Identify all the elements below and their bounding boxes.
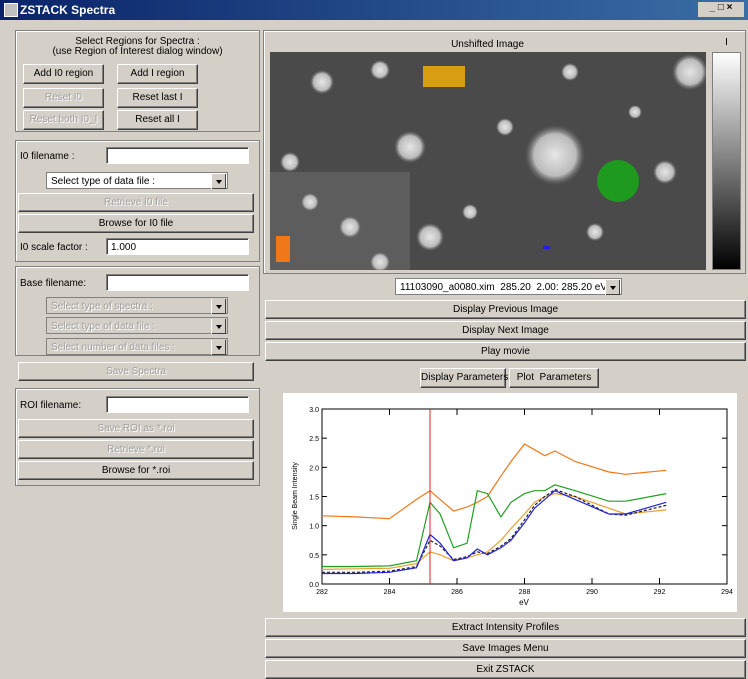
dropdown-text: Select type of data file : (51, 321, 155, 332)
series-line (322, 444, 666, 519)
text-input[interactable] (106, 147, 249, 164)
plot-frame (322, 409, 727, 584)
text-input[interactable] (106, 274, 249, 291)
x-tick-label: 294 (721, 589, 733, 596)
y-tick-label: 2.0 (309, 465, 319, 472)
button[interactable]: Browse for *.roi (18, 461, 254, 480)
label: Base filename: (20, 278, 86, 289)
x-tick-label: 290 (586, 589, 598, 596)
dropdown-text: Select number of data files : (51, 342, 175, 353)
x-tick-label: 282 (316, 589, 328, 596)
button[interactable]: Plot Parameters (509, 368, 599, 388)
button[interactable]: Display Parameters (420, 368, 506, 388)
window-title: ZSTACK Spectra (20, 3, 115, 17)
x-tick-label: 284 (384, 589, 396, 596)
spectra-chart: Single Beam Intensity eV 0.0 0.5 1.0 1.5 2.0… (283, 393, 737, 612)
series-line (322, 491, 666, 574)
x-tick-label: 292 (654, 589, 666, 596)
y-tick-label: 1.0 (309, 524, 319, 531)
y-tick-label: 0.0 (309, 582, 319, 589)
colorbar (712, 52, 741, 270)
image-selector[interactable]: 11103090_a0080.xim 285.20 2.00: 285.20 e… (395, 278, 622, 295)
button[interactable]: Add I region (117, 64, 198, 84)
button[interactable]: Reset all I (117, 110, 198, 130)
button: Save ROI as *.roi (18, 419, 254, 438)
dropdown-text: Select type of data file : (51, 176, 155, 187)
button[interactable]: Play movie (265, 342, 746, 361)
dropdown-text: Select type of spectra : (51, 301, 153, 312)
page: ZSTACK Spectra _ □ × Select Regions for … (0, 0, 748, 679)
button: Reset both I0_I (23, 110, 104, 130)
y-tick-label: 0.5 (309, 553, 319, 560)
button[interactable]: Add I0 region (23, 64, 104, 84)
dropdown: Select type of data file : (46, 317, 228, 334)
button: Retrieve *.roi (18, 440, 254, 459)
label: ROI filename: (20, 400, 81, 411)
dropdown: Select type of spectra : (46, 297, 228, 314)
dropdown-text: 11103090_a0080.xim 285.20 2.00: 285.20 e… (400, 282, 607, 293)
button[interactable]: Save Images Menu (265, 639, 746, 658)
series-line (322, 490, 666, 573)
label: I0 scale factor : (20, 242, 88, 253)
image-title: Unshifted Image (270, 39, 705, 50)
y-tick-label: 2.5 (309, 436, 319, 443)
button[interactable]: Display Next Image (265, 321, 746, 340)
series-line (322, 485, 666, 567)
label: I0 filename : (20, 151, 74, 162)
title-bar: ZSTACK Spectra _ □ × (0, 0, 748, 20)
dropdown: Select number of data files : (46, 338, 228, 355)
button: Save Spectra (18, 362, 254, 381)
x-tick-label: 288 (519, 589, 531, 596)
button[interactable]: Exit ZSTACK (265, 660, 746, 679)
colorbar-label: I (712, 37, 741, 48)
x-tick-label: 286 (451, 589, 463, 596)
text-input[interactable]: 1.000 (106, 238, 249, 255)
button[interactable]: Reset last I (117, 88, 198, 108)
x-axis-label: eV (519, 598, 529, 607)
y-tick-label: 1.5 (309, 495, 319, 502)
y-axis-label: Single Beam Intensity (292, 462, 299, 530)
button: Retrieve I0 file (18, 193, 254, 212)
window-controls[interactable]: _ □ × (698, 2, 744, 17)
micrograph (270, 52, 706, 270)
dropdown[interactable]: Select type of data file : (46, 172, 228, 189)
button[interactable]: Browse for I0 file (18, 214, 254, 233)
text-input[interactable] (106, 396, 249, 413)
y-tick-label: 3.0 (309, 407, 319, 414)
button: Reset I0 (23, 88, 104, 108)
button[interactable]: Extract Intensity Profiles (265, 618, 746, 637)
hint: (use Region of Interest dialog window) (15, 46, 260, 57)
button[interactable]: Display Previous Image (265, 300, 746, 319)
window: ZSTACK Spectra _ □ × Select Regions for … (0, 0, 748, 679)
